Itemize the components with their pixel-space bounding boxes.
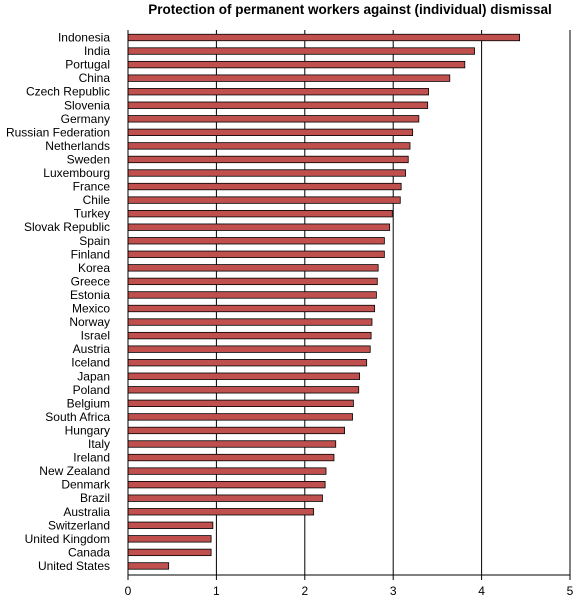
category-label: Israel (81, 329, 110, 343)
bar-canada (127, 548, 212, 557)
category-label: Estonia (70, 288, 110, 302)
bar-belgium (127, 399, 354, 408)
category-label: Finland (71, 247, 110, 261)
x-tick-label: 3 (390, 584, 397, 598)
bar-poland (127, 386, 360, 394)
bar-united-states (127, 562, 170, 570)
category-label: Slovak Republic (24, 220, 110, 234)
category-label: Luxembourg (43, 166, 110, 180)
category-label: South Africa (45, 410, 110, 424)
category-label: Czech Republic (26, 85, 110, 99)
bars (127, 33, 521, 570)
category-label: Hungary (65, 423, 110, 437)
category-label: United States (38, 559, 110, 573)
category-label: Sweden (67, 152, 110, 166)
category-label: Korea (78, 261, 110, 275)
category-label: Belgium (67, 396, 110, 410)
x-tick-label: 5 (567, 584, 574, 598)
category-label: Canada (68, 545, 110, 559)
bar-india (127, 47, 475, 55)
bar-france (127, 182, 402, 191)
bar-netherlands (127, 142, 411, 150)
category-label: Turkey (74, 207, 110, 221)
bar-sweden (127, 155, 409, 164)
gridlines (215, 30, 571, 575)
category-label: Germany (61, 112, 110, 126)
category-label: United Kingdom (25, 532, 110, 546)
bar-china (127, 74, 451, 82)
x-tick-label: 1 (213, 584, 220, 598)
bar-finland (127, 250, 385, 258)
x-tick-label: 4 (478, 584, 485, 598)
bar-mexico (127, 304, 376, 313)
category-label: Brazil (80, 491, 110, 505)
bar-australia (127, 508, 315, 516)
category-label: France (73, 180, 111, 194)
category-label: Japan (77, 369, 110, 383)
category-label: Iceland (71, 356, 110, 370)
bar-austria (127, 345, 371, 353)
bar-portugal (127, 60, 466, 69)
bar-new-zealand (127, 467, 327, 475)
bar-japan (127, 372, 361, 380)
category-label: Slovenia (64, 98, 110, 112)
bar-ireland (127, 453, 335, 462)
bar-israel (127, 331, 372, 340)
category-label: Indonesia (58, 31, 110, 45)
bar-germany (127, 115, 420, 123)
bar-switzerland (127, 521, 214, 529)
category-label: Mexico (72, 302, 110, 316)
category-label: Spain (79, 234, 110, 248)
category-label: Netherlands (45, 139, 110, 153)
category-label: Austria (73, 342, 111, 356)
bar-spain (127, 237, 385, 245)
bar-korea (127, 264, 379, 272)
category-label: Poland (73, 383, 110, 397)
category-label: China (79, 71, 111, 85)
bar-norway (127, 318, 373, 326)
category-label: Norway (69, 315, 110, 329)
bar-estonia (127, 291, 377, 299)
bar-russian-federation (127, 128, 414, 137)
bar-greece (127, 277, 378, 286)
category-label: Chile (83, 193, 111, 207)
bar-slovenia (127, 101, 429, 109)
x-tick-label: 2 (301, 584, 308, 598)
category-label: Ireland (73, 451, 110, 465)
bar-slovak-republic (127, 223, 391, 231)
bar-iceland (127, 359, 368, 367)
bar-czech-republic (127, 88, 429, 96)
x-tick-labels: 0 1 2 3 4 5 (125, 584, 574, 598)
bar-denmark (127, 480, 326, 489)
axes (127, 30, 571, 580)
category-label: India (84, 44, 110, 58)
category-label: Greece (71, 274, 111, 288)
bar-united-kingdom (127, 535, 212, 543)
bar-hungary (127, 426, 345, 435)
category-label: Russian Federation (6, 125, 110, 139)
x-tick-label: 0 (125, 584, 132, 598)
bar-luxembourg (127, 169, 406, 177)
category-label: Switzerland (48, 518, 110, 532)
chart-title: Protection of permanent workers against … (148, 2, 552, 17)
category-label: New Zealand (39, 464, 110, 478)
category-label: Italy (88, 437, 110, 451)
bar-brazil (127, 494, 323, 502)
bar-italy (127, 440, 337, 448)
category-label: Portugal (65, 58, 110, 72)
category-label: Australia (63, 505, 110, 519)
bar-turkey (127, 209, 393, 218)
bar-indonesia (127, 33, 521, 42)
bar-chile (127, 196, 401, 204)
category-label: Denmark (61, 478, 111, 492)
bar-south-africa (127, 413, 353, 421)
